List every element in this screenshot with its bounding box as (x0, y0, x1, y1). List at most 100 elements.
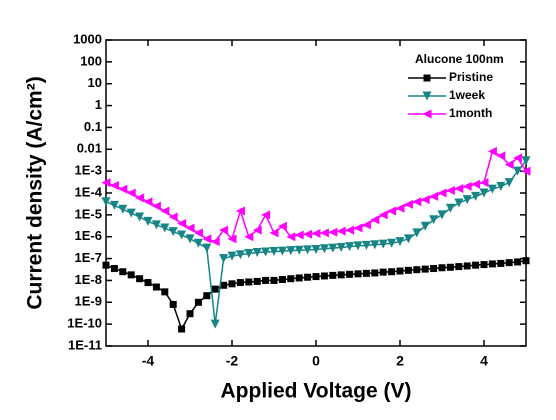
marker (135, 193, 145, 203)
x-axis-title: Applied Voltage (V) (221, 380, 412, 403)
marker (144, 279, 152, 287)
marker (329, 271, 337, 279)
y-tick-label: 1E-3 (75, 163, 102, 178)
marker (379, 268, 387, 276)
marker (109, 181, 119, 191)
marker (462, 195, 472, 205)
marker (235, 250, 245, 260)
legend-label: 1month (449, 106, 492, 120)
marker (227, 251, 237, 261)
marker (388, 268, 396, 276)
marker (193, 238, 203, 248)
marker (396, 267, 404, 275)
marker (472, 261, 480, 269)
marker (513, 153, 523, 163)
y-tick-label: 0.1 (84, 119, 102, 134)
marker (429, 215, 439, 225)
marker (252, 247, 262, 257)
marker (236, 279, 244, 287)
x-tick-label: 2 (396, 353, 404, 369)
y-tick-label: 1E-4 (75, 184, 103, 199)
marker (295, 274, 303, 282)
marker (294, 245, 304, 255)
marker (151, 220, 161, 230)
marker (109, 200, 119, 210)
marker (454, 198, 464, 208)
marker (437, 188, 447, 198)
marker (496, 181, 506, 191)
marker (211, 285, 219, 293)
marker (504, 178, 514, 188)
marker (378, 210, 388, 220)
marker (219, 225, 229, 235)
marker (126, 188, 136, 198)
marker (504, 160, 514, 170)
legend-marker (423, 74, 431, 82)
marker (160, 223, 170, 233)
marker (294, 230, 304, 240)
marker (454, 184, 464, 194)
marker (269, 247, 279, 257)
marker (522, 257, 530, 265)
marker (203, 292, 211, 300)
marker (228, 280, 236, 288)
marker (151, 201, 161, 211)
marker (101, 178, 111, 188)
marker (143, 197, 153, 207)
series-line (105, 259, 527, 331)
marker (303, 229, 313, 239)
marker (437, 210, 447, 220)
marker (287, 275, 295, 283)
marker (210, 319, 220, 329)
marker (445, 186, 455, 196)
marker (311, 245, 321, 255)
marker (319, 228, 329, 238)
marker (252, 225, 262, 235)
x-tick-label: -4 (142, 353, 155, 369)
marker (488, 260, 496, 268)
marker (168, 212, 178, 222)
marker (328, 227, 338, 237)
marker (160, 206, 170, 216)
marker (127, 271, 135, 279)
marker (496, 151, 506, 161)
marker (193, 228, 203, 238)
legend-marker (422, 91, 432, 101)
plot-frame (105, 39, 527, 347)
marker (430, 265, 438, 273)
marker (319, 244, 329, 254)
marker (403, 234, 413, 244)
marker (521, 166, 531, 176)
marker (304, 273, 312, 281)
x-tick-label: 0 (312, 353, 320, 369)
marker (413, 266, 421, 274)
marker (168, 227, 178, 237)
series-line (105, 150, 527, 243)
marker (102, 261, 110, 269)
legend-label: 1week (449, 88, 485, 102)
marker (370, 240, 380, 250)
marker (446, 263, 454, 271)
marker (312, 273, 320, 281)
marker (336, 226, 346, 236)
x-tick-label: -2 (226, 353, 239, 369)
marker (136, 275, 144, 283)
marker (412, 197, 422, 207)
marker (286, 246, 296, 256)
marker (463, 262, 471, 270)
marker (420, 195, 430, 205)
marker (253, 277, 261, 285)
marker (152, 283, 160, 291)
marker (487, 184, 497, 194)
marker (161, 288, 169, 296)
marker (455, 263, 463, 271)
marker (462, 181, 472, 191)
marker (421, 265, 429, 273)
x-tick-label: 4 (480, 353, 488, 369)
marker (227, 234, 237, 244)
marker (487, 146, 497, 156)
marker (403, 199, 413, 209)
marker (110, 265, 118, 273)
marker (420, 221, 430, 231)
